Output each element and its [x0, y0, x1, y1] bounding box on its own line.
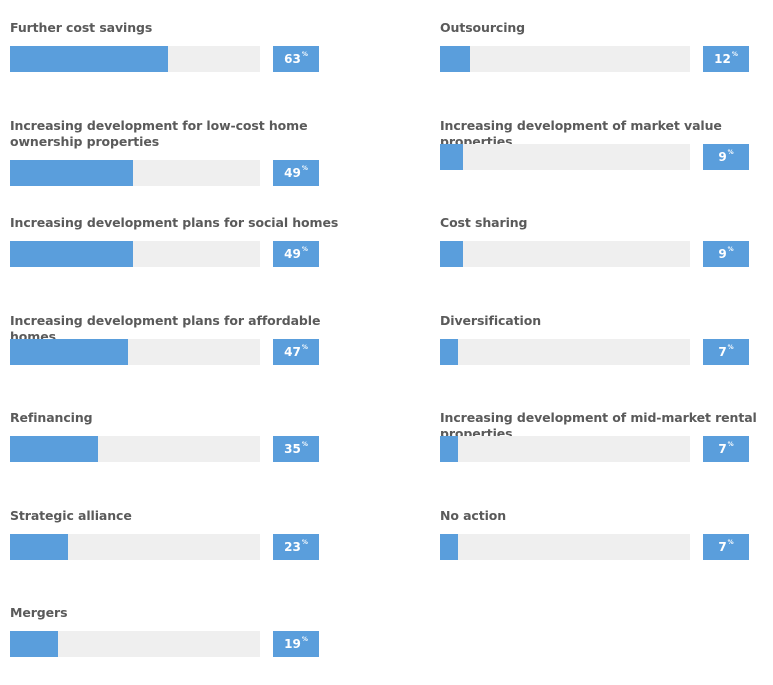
bar-fill: [440, 533, 458, 560]
bar-label: Strategic alliance: [10, 507, 132, 523]
value-badge: 23%: [273, 533, 319, 560]
percent-sign: %: [301, 51, 308, 58]
value-badge: 47%: [273, 338, 319, 365]
bar-fill: [10, 436, 98, 462]
bar-label: Increasing development for low-cost home…: [10, 117, 308, 149]
bar-track: [10, 533, 260, 560]
bar-track: [10, 631, 260, 657]
value-label: 49: [284, 165, 301, 180]
percent-sign: %: [301, 164, 308, 172]
bar-label: Increasing development plans for social …: [10, 215, 339, 230]
value-label: 35: [284, 442, 301, 456]
value-label: 47: [284, 344, 301, 359]
value-label: 19: [284, 637, 301, 651]
bar-track: [440, 338, 690, 365]
bar-fill: [440, 46, 470, 72]
bar-label: Refinancing: [10, 410, 93, 425]
bar-label: Further cost savings: [10, 20, 153, 35]
bar-fill: [10, 159, 133, 186]
percent-sign: %: [301, 246, 308, 253]
bar-fill: [10, 631, 58, 657]
bar-track: [10, 159, 260, 186]
value-badge: 9%: [703, 241, 749, 267]
percent-sign: %: [301, 441, 308, 448]
percent-sign: %: [301, 636, 308, 643]
bar-fill: [440, 241, 463, 267]
percent-sign: %: [727, 441, 734, 448]
bar-label: Outsourcing: [440, 20, 526, 35]
value-badge: 49%: [273, 241, 319, 267]
value-label: 9: [718, 149, 727, 164]
bar-track: [10, 46, 260, 72]
value-badge: 12%: [703, 46, 749, 72]
bar-track: [10, 241, 260, 267]
value-badge: 63%: [273, 46, 319, 72]
bar-fill: [10, 241, 133, 267]
value-label: 7: [718, 442, 727, 456]
bar-track: [440, 143, 690, 170]
value-label: 23: [284, 539, 301, 554]
value-label: 49: [284, 247, 301, 261]
bar-label: Cost sharing: [440, 215, 528, 230]
value-label: 7: [718, 539, 727, 554]
value-badge: 9%: [703, 143, 749, 170]
percent-sign: %: [727, 538, 734, 546]
value-label: 63: [284, 52, 301, 66]
percent-sign: %: [731, 51, 738, 58]
bar-track: [10, 436, 260, 462]
bar-track: [10, 338, 260, 365]
bar-track: [440, 241, 690, 267]
value-badge: 49%: [273, 159, 319, 186]
bar-fill: [10, 338, 128, 365]
value-badge: 35%: [273, 436, 319, 462]
bar-label: No action: [440, 507, 507, 523]
percent-sign: %: [301, 538, 308, 546]
value-badge: 19%: [273, 631, 319, 657]
bar-fill: [440, 436, 458, 462]
value-label: 12: [714, 52, 731, 66]
percent-sign: %: [727, 148, 734, 156]
value-label: 7: [718, 344, 727, 359]
bar-label: Diversification: [440, 312, 541, 328]
bar-fill: [440, 338, 458, 365]
bar-fill: [10, 46, 168, 72]
bar-fill: [10, 533, 68, 560]
value-badge: 7%: [703, 436, 749, 462]
percent-sign: %: [727, 343, 734, 351]
value-badge: 7%: [703, 338, 749, 365]
bar-label: Mergers: [10, 605, 68, 620]
bar-track: [440, 46, 690, 72]
bar-track: [440, 533, 690, 560]
value-label: 9: [718, 247, 727, 261]
percent-sign: %: [727, 246, 734, 253]
bar-track: [440, 436, 690, 462]
bar-fill: [440, 143, 463, 170]
percent-sign: %: [301, 343, 308, 351]
value-badge: 7%: [703, 533, 749, 560]
